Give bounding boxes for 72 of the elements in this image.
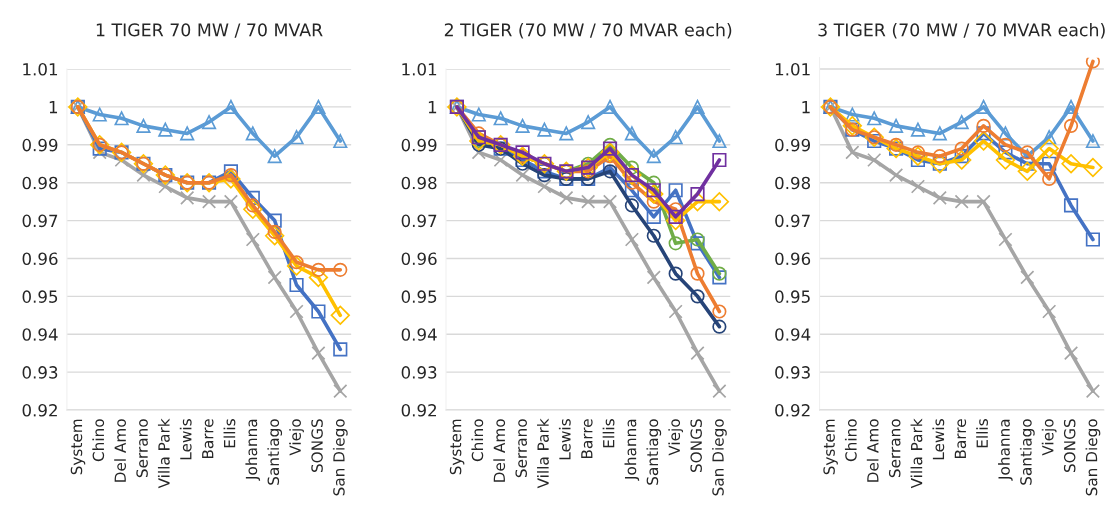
x-tick-label: San Diego (712, 419, 727, 496)
y-tick-label: 1 (802, 101, 810, 114)
y-tick-label: 1.01 (775, 63, 810, 76)
y-tick-label: 0.93 (22, 366, 58, 379)
x-tick-label: System (70, 419, 86, 475)
y-tick-label: 0.95 (775, 290, 810, 303)
y-tick-label: 0.99 (401, 138, 437, 152)
x-tick-label: Ellis (976, 419, 988, 448)
y-tick-label: 0.99 (22, 138, 58, 152)
x-tick-label: Santiago (646, 419, 662, 485)
x-tick-label: Viejo (289, 419, 304, 456)
y-tick-label: 1 (428, 101, 437, 114)
x-tick-label: Del Amo (493, 419, 506, 482)
y-tick-label: 0.98 (775, 176, 811, 190)
x-tick-label: Serrano (888, 419, 901, 478)
y-tick-label: 1 (49, 101, 58, 114)
x-tick-label: System (449, 419, 465, 475)
x-tick-label: Lewis (558, 419, 571, 460)
y-tick-label: 0.94 (775, 328, 811, 341)
x-tick-label: Villa Park (537, 418, 549, 489)
x-tick-label: SONGS (311, 419, 323, 473)
y-tick-label: 0.98 (401, 176, 437, 190)
x-tick-label: Johanna (998, 419, 1013, 481)
y-tick-label: 0.97 (22, 214, 58, 228)
x-tick-label: Chino (471, 419, 484, 462)
y-tick-label: 0.99 (775, 138, 811, 152)
x-tick-label: SONGS (690, 419, 702, 473)
x-tick-label: Chino (844, 419, 857, 462)
y-tick-label: 0.97 (775, 214, 810, 228)
x-tick-label: Ellis (223, 419, 236, 448)
x-tick-label: San Diego (332, 419, 348, 496)
x-tick-label: Viejo (1041, 419, 1057, 456)
x-tick-label: System (823, 419, 838, 475)
x-tick-label: Viejo (668, 419, 684, 456)
y-tick-label: 0.95 (401, 290, 437, 303)
y-tick-label: 1.01 (402, 63, 437, 76)
x-tick-label: SONGS (1063, 419, 1076, 473)
x-tick-label: Lewis (932, 419, 945, 460)
y-tick-label: 0.96 (401, 252, 437, 266)
x-tick-label: Serrano (515, 419, 527, 478)
y-tick-label: 0.95 (22, 290, 58, 303)
x-tick-label: Johanna (245, 419, 261, 481)
y-tick-label: 0.98 (22, 176, 58, 190)
x-tick-label: San Diego (1085, 419, 1101, 496)
y-tick-label: 0.92 (401, 403, 436, 417)
x-tick-label: Ellis (602, 419, 615, 448)
chart-title: 1 TIGER 70 MW / 70 MVAR (96, 23, 323, 38)
y-tick-label: 0.94 (401, 328, 437, 341)
x-tick-label: Chino (92, 419, 105, 462)
y-tick-label: 0.94 (22, 328, 58, 341)
y-tick-label: 0.96 (775, 252, 811, 266)
x-tick-label: Villa Park (157, 418, 170, 489)
x-tick-label: Del Amo (866, 419, 879, 482)
y-tick-label: 0.92 (22, 403, 57, 417)
chart-title: 3 TIGER (70 MW / 70 MVAR each) (818, 22, 1105, 39)
y-tick-label: 0.96 (22, 252, 58, 266)
y-tick-label: 1.01 (23, 63, 58, 76)
y-tick-label: 0.93 (775, 366, 810, 379)
x-tick-label: Santiago (1019, 419, 1035, 485)
x-tick-label: Lewis (179, 419, 192, 460)
x-tick-label: Barre (202, 419, 214, 459)
y-tick-label: 0.93 (401, 366, 437, 379)
x-tick-label: Barre (581, 419, 593, 459)
x-tick-label: Del Amo (114, 419, 127, 482)
x-tick-label: Serrano (136, 419, 148, 478)
chart-title: 2 TIGER (70 MW / 70 MVAR each) (444, 22, 732, 39)
x-tick-label: Villa Park (910, 418, 923, 489)
x-tick-label: Johanna (624, 419, 640, 481)
x-tick-label: Barre (954, 419, 967, 459)
x-tick-label: Santiago (267, 419, 283, 485)
y-tick-label: 0.97 (401, 214, 437, 228)
y-tick-label: 0.92 (775, 403, 810, 417)
